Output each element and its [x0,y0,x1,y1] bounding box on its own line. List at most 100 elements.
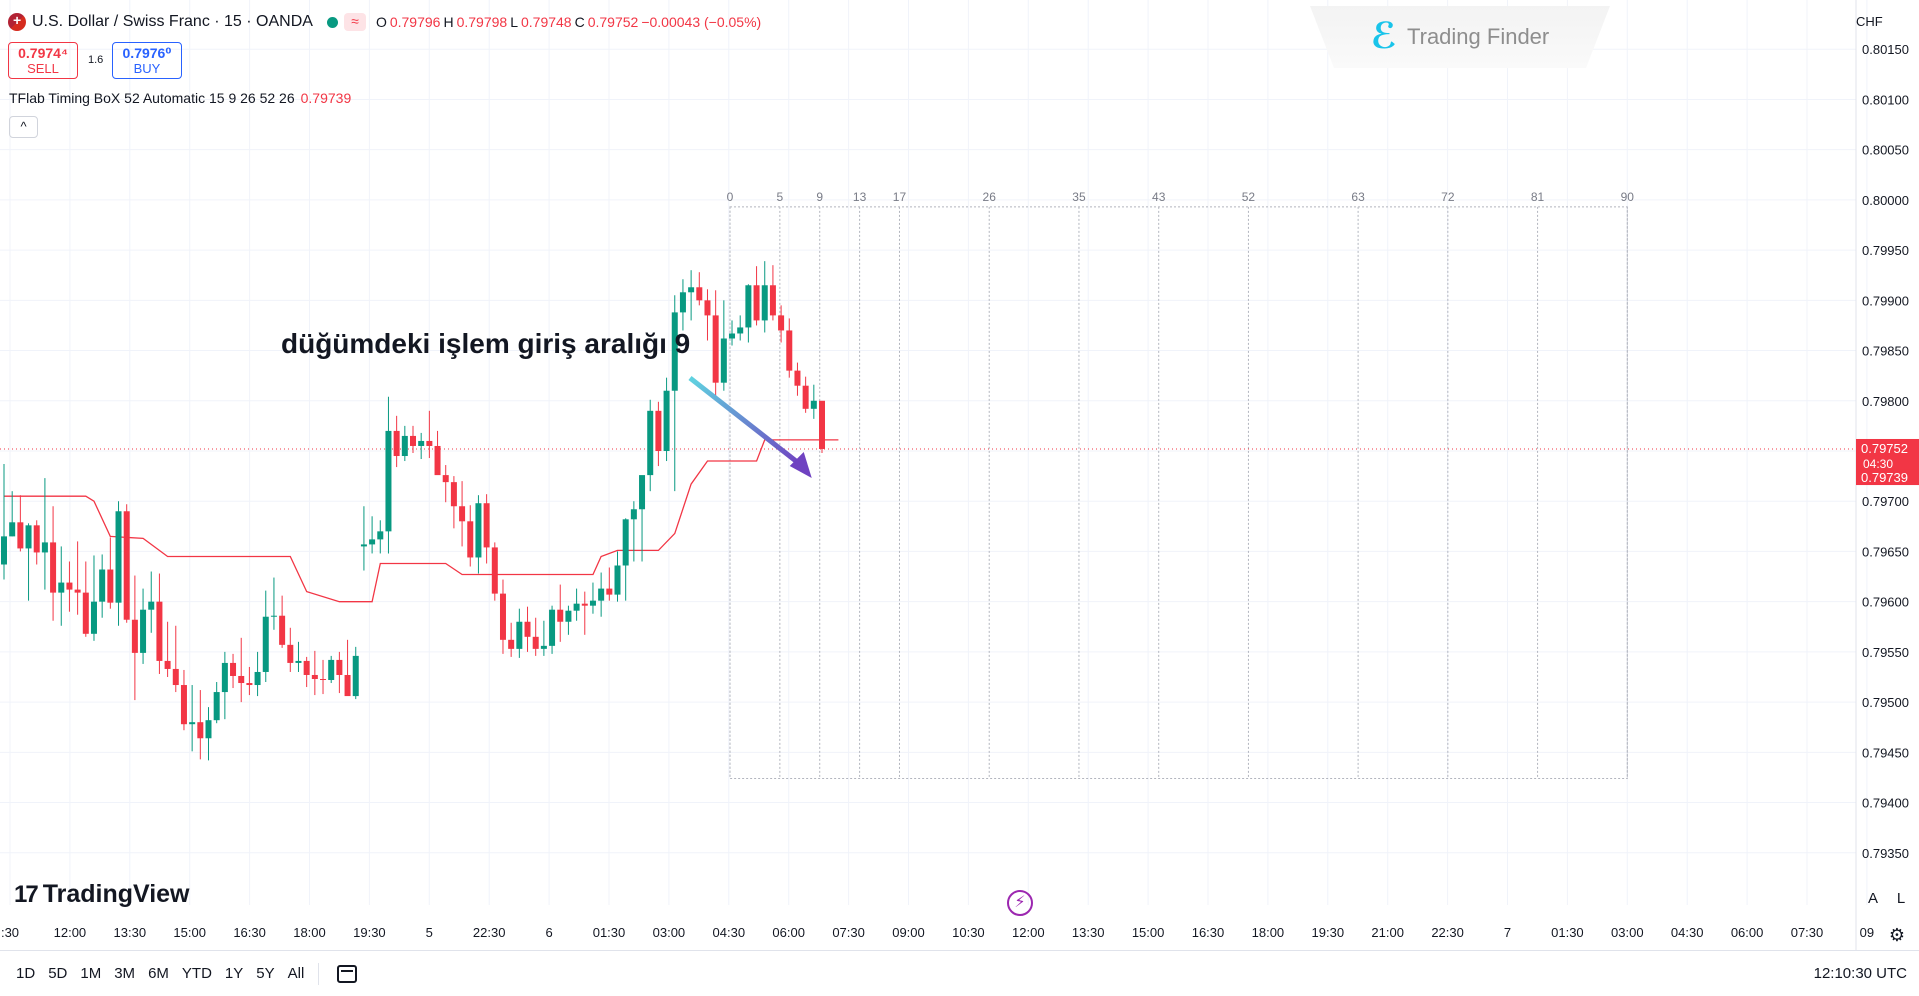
candle-body [1,536,7,565]
candle-body [819,400,825,449]
ohlc-values: O 0.79796 H 0.79798 L 0.79748 C 0.79752 −0.0… [376,14,761,30]
chart-grid [0,0,1868,905]
candle-body [172,668,179,686]
candle-body [336,659,343,675]
market-status-icon[interactable] [326,16,338,28]
chevron-up-icon[interactable]: ^ [9,116,38,138]
y-tick-label: 0.80100 [1862,92,1909,107]
y-tick-label: 0.79650 [1862,544,1909,559]
y-tick-label: 0.79850 [1862,344,1909,359]
x-tick-label: 03:00 [1611,925,1644,940]
candle-body [606,588,613,595]
current-price-tag [1856,438,1919,471]
candle-body [90,601,97,634]
x-tick-label: 07:30 [1791,925,1824,940]
candle-body [131,619,138,653]
candle-body [753,285,760,321]
candle-body [450,482,457,507]
timing-box-label: 17 [893,190,907,204]
candle-body [647,410,654,476]
x-tick-label: 09:00 [892,925,925,940]
candle-body [328,659,335,681]
candle-body [197,722,204,739]
candle-body [761,285,768,321]
x-tick-label: 22:30 [473,925,506,940]
symbol-legend: U.S. Dollar / Swiss Franc · 15 · OANDA ≈… [8,12,761,31]
y-tick-label: 0.79900 [1862,293,1909,308]
range-all-button[interactable]: All [287,965,305,982]
timing-box-label: 26 [983,190,997,204]
log-scale-button[interactable]: L [1896,890,1906,907]
y-tick-label: 0.80150 [1862,42,1909,57]
buy-button[interactable]: 0.7976⁰ BUY [112,42,182,79]
timing-box-label: 63 [1351,190,1365,204]
sell-button[interactable]: 0.7974⁴ SELL [8,42,78,79]
candle-body [426,440,433,446]
y-tick-label: 0.80000 [1862,193,1909,208]
tradingview-name: TradingView [42,880,190,908]
toolbar-divider [318,962,320,985]
range-6m-button[interactable]: 6M [148,965,169,982]
candle-body [230,662,237,676]
candle-body [532,636,539,649]
auto-scale-button[interactable]: A [1867,890,1878,907]
flag-us-icon [8,12,26,31]
ohlc-label: L [510,14,518,30]
candle-body [25,525,32,549]
candle-body [663,390,670,451]
candle-body [524,621,531,637]
candle-body [287,644,294,663]
range-ytd-button[interactable]: YTD [181,965,212,982]
candle-body [221,662,228,693]
tradingview-logo[interactable]: 17 TradingView [14,880,190,909]
candle-body [745,285,752,328]
candle-body [115,511,122,603]
symbol-title[interactable]: U.S. Dollar / Swiss Franc · 15 · OANDA [32,13,313,30]
candle-body [573,603,580,611]
candle-body [50,542,57,593]
range-1y-button[interactable]: 1Y [224,965,244,982]
indicator-price-tag [1856,469,1919,486]
candle-body [589,600,596,606]
x-tick-label: 07:30 [832,925,865,940]
lightning-icon[interactable]: ⚡ [1007,890,1033,916]
range-3m-button[interactable]: 3M [114,965,136,982]
clock-time[interactable]: 12:10:30 UTC [1813,965,1907,982]
candle-body [557,609,564,622]
x-tick-label: 04:30 [713,925,746,940]
x-tick-label: 01:30 [1551,925,1584,940]
candle-body [66,582,73,590]
approx-badge[interactable]: ≈ [343,13,366,31]
x-tick-label: 21:00 [1371,925,1404,940]
y-tick-label: 0.79600 [1862,595,1909,610]
tradingview-logo-icon: 17 [14,880,39,908]
candle-body [9,522,16,537]
buy-price: 0.7976⁰ [122,45,172,61]
x-tick-label: 06:00 [1731,925,1764,940]
candle-body [344,674,351,697]
candle-body [238,675,245,684]
y-tick-label: 0.79700 [1862,494,1909,509]
range-5y-button[interactable]: 5Y [256,965,275,982]
spread-value: 1.6 [88,54,104,66]
price-chart[interactable]: 0 5 9 13 17 26 35 43 52 63 72 81 90 0.801500.801000.… [0,0,1919,950]
annotation-arrow-shaft [688,376,802,466]
settings-icon[interactable]: ⚙ [1888,925,1905,945]
calendar-icon[interactable] [337,964,358,983]
candle-body [369,539,376,545]
y-tick-label: 0.80050 [1862,143,1909,158]
candle-body [778,315,785,331]
candle-body [320,679,327,681]
range-1d-button[interactable]: 1D [16,965,36,982]
range-1m-button[interactable]: 1M [80,965,102,982]
candle-body [712,315,719,383]
buy-label: BUY [133,61,161,76]
ohlc-label: C [574,14,585,30]
candle-body [123,511,130,620]
currency-label[interactable]: CHF [1856,14,1883,29]
range-5d-button[interactable]: 5D [48,965,68,982]
indicator-legend[interactable]: TFlab Timing BoX 52 Automatic 15 9 26 52… [9,90,351,106]
candle-body [696,287,703,301]
candle-body [442,475,449,483]
candle-body [475,503,482,558]
